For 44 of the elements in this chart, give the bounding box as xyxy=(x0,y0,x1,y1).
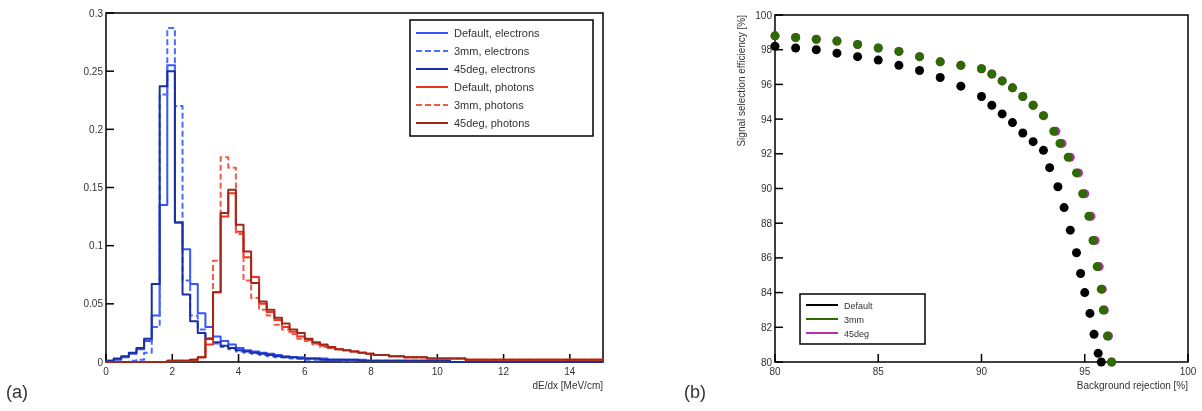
y-tick-label: 0.15 xyxy=(83,182,104,193)
legend-label: 3mm xyxy=(844,315,864,325)
y-tick-label: 96 xyxy=(760,78,773,90)
legend-label: Default, electrons xyxy=(454,27,541,39)
y-tick-label: 82 xyxy=(760,321,773,333)
x-tick-label: 2 xyxy=(169,366,176,377)
y-tick-label: 0.3 xyxy=(89,7,104,19)
y-tick-label: 90 xyxy=(760,183,773,194)
x-tick-label: 10 xyxy=(431,366,444,377)
y-axis-title: Signal selection efficiency [%] xyxy=(736,14,747,147)
x-tick-label: 95 xyxy=(1079,366,1091,377)
y-tick-label: 0.2 xyxy=(89,123,104,135)
legend-label: 45deg, photons xyxy=(454,117,531,129)
text: (b) xyxy=(684,382,706,402)
y-tick-label: 86 xyxy=(760,252,773,264)
x-tick-label: 12 xyxy=(498,366,510,377)
x-tick-label: 4 xyxy=(235,366,242,377)
y-tick-label: 100 xyxy=(755,9,773,21)
y-tick-label: 92 xyxy=(760,148,773,160)
x-tick-label: 85 xyxy=(872,366,885,377)
x-axis-title: Background rejection [%] xyxy=(1076,380,1189,391)
x-tick-label: 6 xyxy=(302,366,309,377)
legend-label: 45deg, electrons xyxy=(454,63,536,75)
y-tick-label: 0 xyxy=(97,356,104,368)
y-tick-label: 84 xyxy=(760,287,773,299)
x-tick-label: 80 xyxy=(769,366,781,377)
legend-label: Default xyxy=(844,301,874,311)
y-tick-label: 94 xyxy=(760,113,773,125)
text: (a) xyxy=(6,382,28,402)
y-tick-label: 88 xyxy=(760,217,773,229)
y-tick-label: 98 xyxy=(760,44,773,56)
y-tick-label: 80 xyxy=(760,356,773,368)
x-tick-label: 14 xyxy=(564,366,576,377)
y-tick-label: 0.05 xyxy=(83,298,104,310)
legend-label: 3mm, photons xyxy=(454,99,525,111)
x-axis-title: dE/dx [MeV/cm] xyxy=(532,380,604,391)
y-tick-label: 0.1 xyxy=(89,240,104,252)
legend-label: 3mm, electrons xyxy=(454,45,530,57)
x-tick-label: 100 xyxy=(1179,366,1197,377)
legend-label: 45deg xyxy=(844,329,870,339)
y-tick-label: 0.25 xyxy=(83,65,104,77)
x-tick-label: 8 xyxy=(368,366,375,377)
legend-label: Default, photons xyxy=(454,81,535,93)
x-tick-label: 90 xyxy=(975,366,988,377)
